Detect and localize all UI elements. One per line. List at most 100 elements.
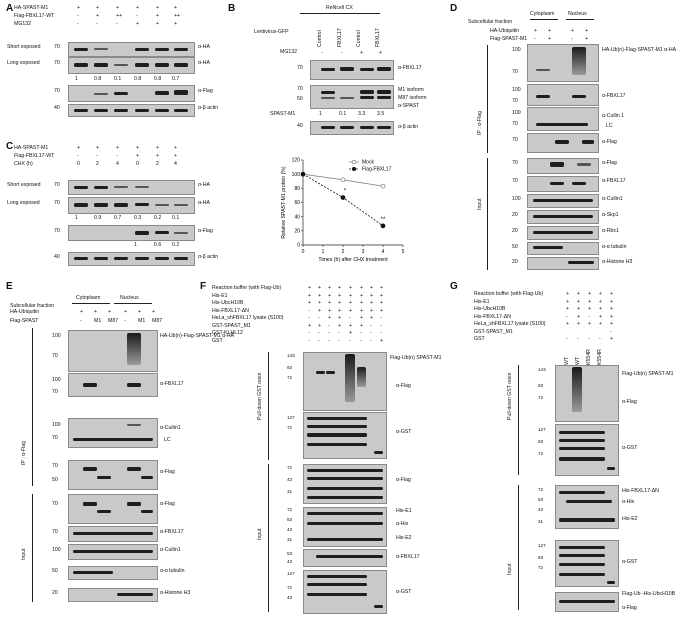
panelF-cond-value: +: [349, 285, 353, 291]
d-ip-mw: 100: [512, 87, 521, 93]
e-ip-mw: 70: [52, 435, 58, 441]
chart-legend-marker: [352, 166, 357, 171]
panelG-cond-value: +: [599, 313, 603, 320]
c-quant-ha: 0.3: [134, 215, 142, 221]
c-antibody: α-β actin: [198, 254, 219, 260]
panelF-cond-value: +: [380, 337, 384, 344]
panelA-cond-value: -: [116, 21, 118, 27]
panelF-cond-value: +: [360, 292, 364, 299]
panelF-cond-value: +: [370, 315, 374, 321]
panelF-cond-value: +: [318, 307, 322, 314]
d-ip-ab: α-Cullin 1: [602, 113, 625, 119]
c-mw: 40: [54, 254, 60, 260]
panelF-cond-value: +: [338, 285, 342, 291]
panel-f-label: F: [200, 281, 207, 292]
blot-e-ip-fbxl17: [68, 373, 158, 397]
blot-d-in-rbx1: [527, 226, 599, 240]
panelF-cond-value: +: [338, 315, 342, 321]
blot-a-ha-long: [68, 57, 195, 74]
g-gst-spast-value: K554R: [597, 349, 603, 365]
panelD-cond-value: +: [548, 28, 552, 34]
c-mw: 70: [54, 200, 60, 206]
g-ab: α-GST: [622, 445, 638, 451]
panel-g-label: G: [450, 281, 458, 292]
e-fraction-label: Subcellular fraction: [10, 303, 55, 309]
blot-c-ha-long: [68, 197, 195, 214]
c-quant-flag: 0.2: [172, 242, 180, 248]
panelF-cond-value: +: [380, 292, 384, 299]
d-lc-label: LC: [606, 123, 613, 129]
panelF-cond-value: +: [360, 315, 364, 321]
d-in-ab: α-Flag: [602, 160, 617, 166]
panelE-cond-value: +: [94, 309, 98, 315]
panelF-cond-value: +: [308, 292, 312, 299]
panelG-cond-value: -: [588, 313, 590, 320]
panelF-cond-value: -: [328, 330, 330, 336]
panelA-cond-value: +: [96, 5, 100, 11]
blot-f-in-his: [303, 507, 387, 547]
chart-xtick-label: 1: [322, 249, 325, 255]
blot-d-in-cullin: [527, 194, 599, 208]
panelF-cond-value: +: [308, 300, 312, 306]
b-lane-label: FBXL17: [375, 28, 381, 47]
b-ab-actin: α-β actin: [398, 124, 419, 130]
f-mw: 93: [287, 365, 293, 370]
chart-ytick-label: 0: [297, 243, 300, 249]
blot-g-in-gst: [555, 540, 619, 587]
blot-d-in-tubulin: [527, 242, 599, 255]
panelF-cond-value: +: [360, 300, 364, 306]
c-antibody: α-Flag: [198, 228, 213, 234]
e-in-mw: 70: [52, 529, 58, 535]
blot-f-in-fbxl17: [303, 549, 387, 567]
panelG-cond-value: +: [577, 298, 581, 305]
panelF-cond-value: -: [360, 330, 362, 336]
panel-e-label: E: [6, 281, 13, 292]
d-fraction-label: Subcellular fraction: [468, 19, 513, 25]
d-ip-ab: α-Flag: [602, 139, 617, 145]
chart-point: [380, 223, 386, 229]
panelE-cond-value: +: [138, 309, 142, 315]
panelC-cond-value: +: [136, 145, 140, 151]
e-ip-mw: 100: [52, 422, 61, 428]
panelF-cond-value: +: [318, 322, 322, 329]
blot-g-in-his: [555, 485, 619, 529]
panelF-cond-value: +: [380, 300, 384, 306]
panelF-cond-value: +: [360, 285, 364, 291]
panelC-cond-value: +: [174, 153, 178, 159]
g-ab: α-His: [622, 499, 635, 505]
panelF-cond-value: -: [349, 337, 351, 344]
blot-d-ip-ha: [527, 44, 599, 82]
panelC-cond-value: -: [116, 153, 118, 159]
g-input-label: Input: [507, 563, 513, 575]
d-ip-mw: 100: [512, 110, 521, 116]
g-mw: 72: [538, 451, 544, 456]
g-note: Flag-Ub -His-UbcH10B: [622, 591, 676, 597]
panelF-cond-value: +: [328, 300, 332, 306]
chart-ytick-label: 80: [294, 186, 300, 192]
panelG-cond-value: +: [610, 313, 614, 320]
c-exposure: Short exposed: [7, 182, 41, 188]
panelC-cond-value: +: [156, 153, 160, 159]
b-lane-label: Control: [356, 30, 362, 47]
panelG-cond-value: +: [588, 306, 592, 312]
panelD-cond-value: -: [534, 36, 536, 42]
b-mg132-value: -: [321, 50, 323, 56]
f-input-label: Input: [257, 528, 263, 540]
panel-b-label: B: [228, 3, 236, 14]
e-in-mw: 70: [52, 501, 58, 507]
chart-xtick-label: 3: [362, 249, 365, 255]
panelG-cond-value: +: [599, 298, 603, 305]
panelF-cond-label: His-UbcH10B: [212, 300, 244, 306]
panelF-cond-value: +: [338, 300, 342, 306]
panelC-cond-value: +: [136, 153, 140, 159]
chart-legend-label: Mock: [362, 160, 374, 166]
f-note: His-E1: [396, 508, 412, 514]
chart-ytick-label: 60: [294, 200, 300, 206]
panel-a-label: A: [6, 3, 14, 14]
d-in-mw: 20: [512, 212, 518, 218]
chart-xtick-label: 2: [342, 249, 345, 255]
f-mw: 72: [287, 465, 293, 470]
e-in-ab: α-FBXL17: [160, 529, 184, 535]
panelF-cond-label: His-FBXL17-ΔN: [212, 307, 249, 314]
blot-d-in-flag: [527, 158, 599, 174]
